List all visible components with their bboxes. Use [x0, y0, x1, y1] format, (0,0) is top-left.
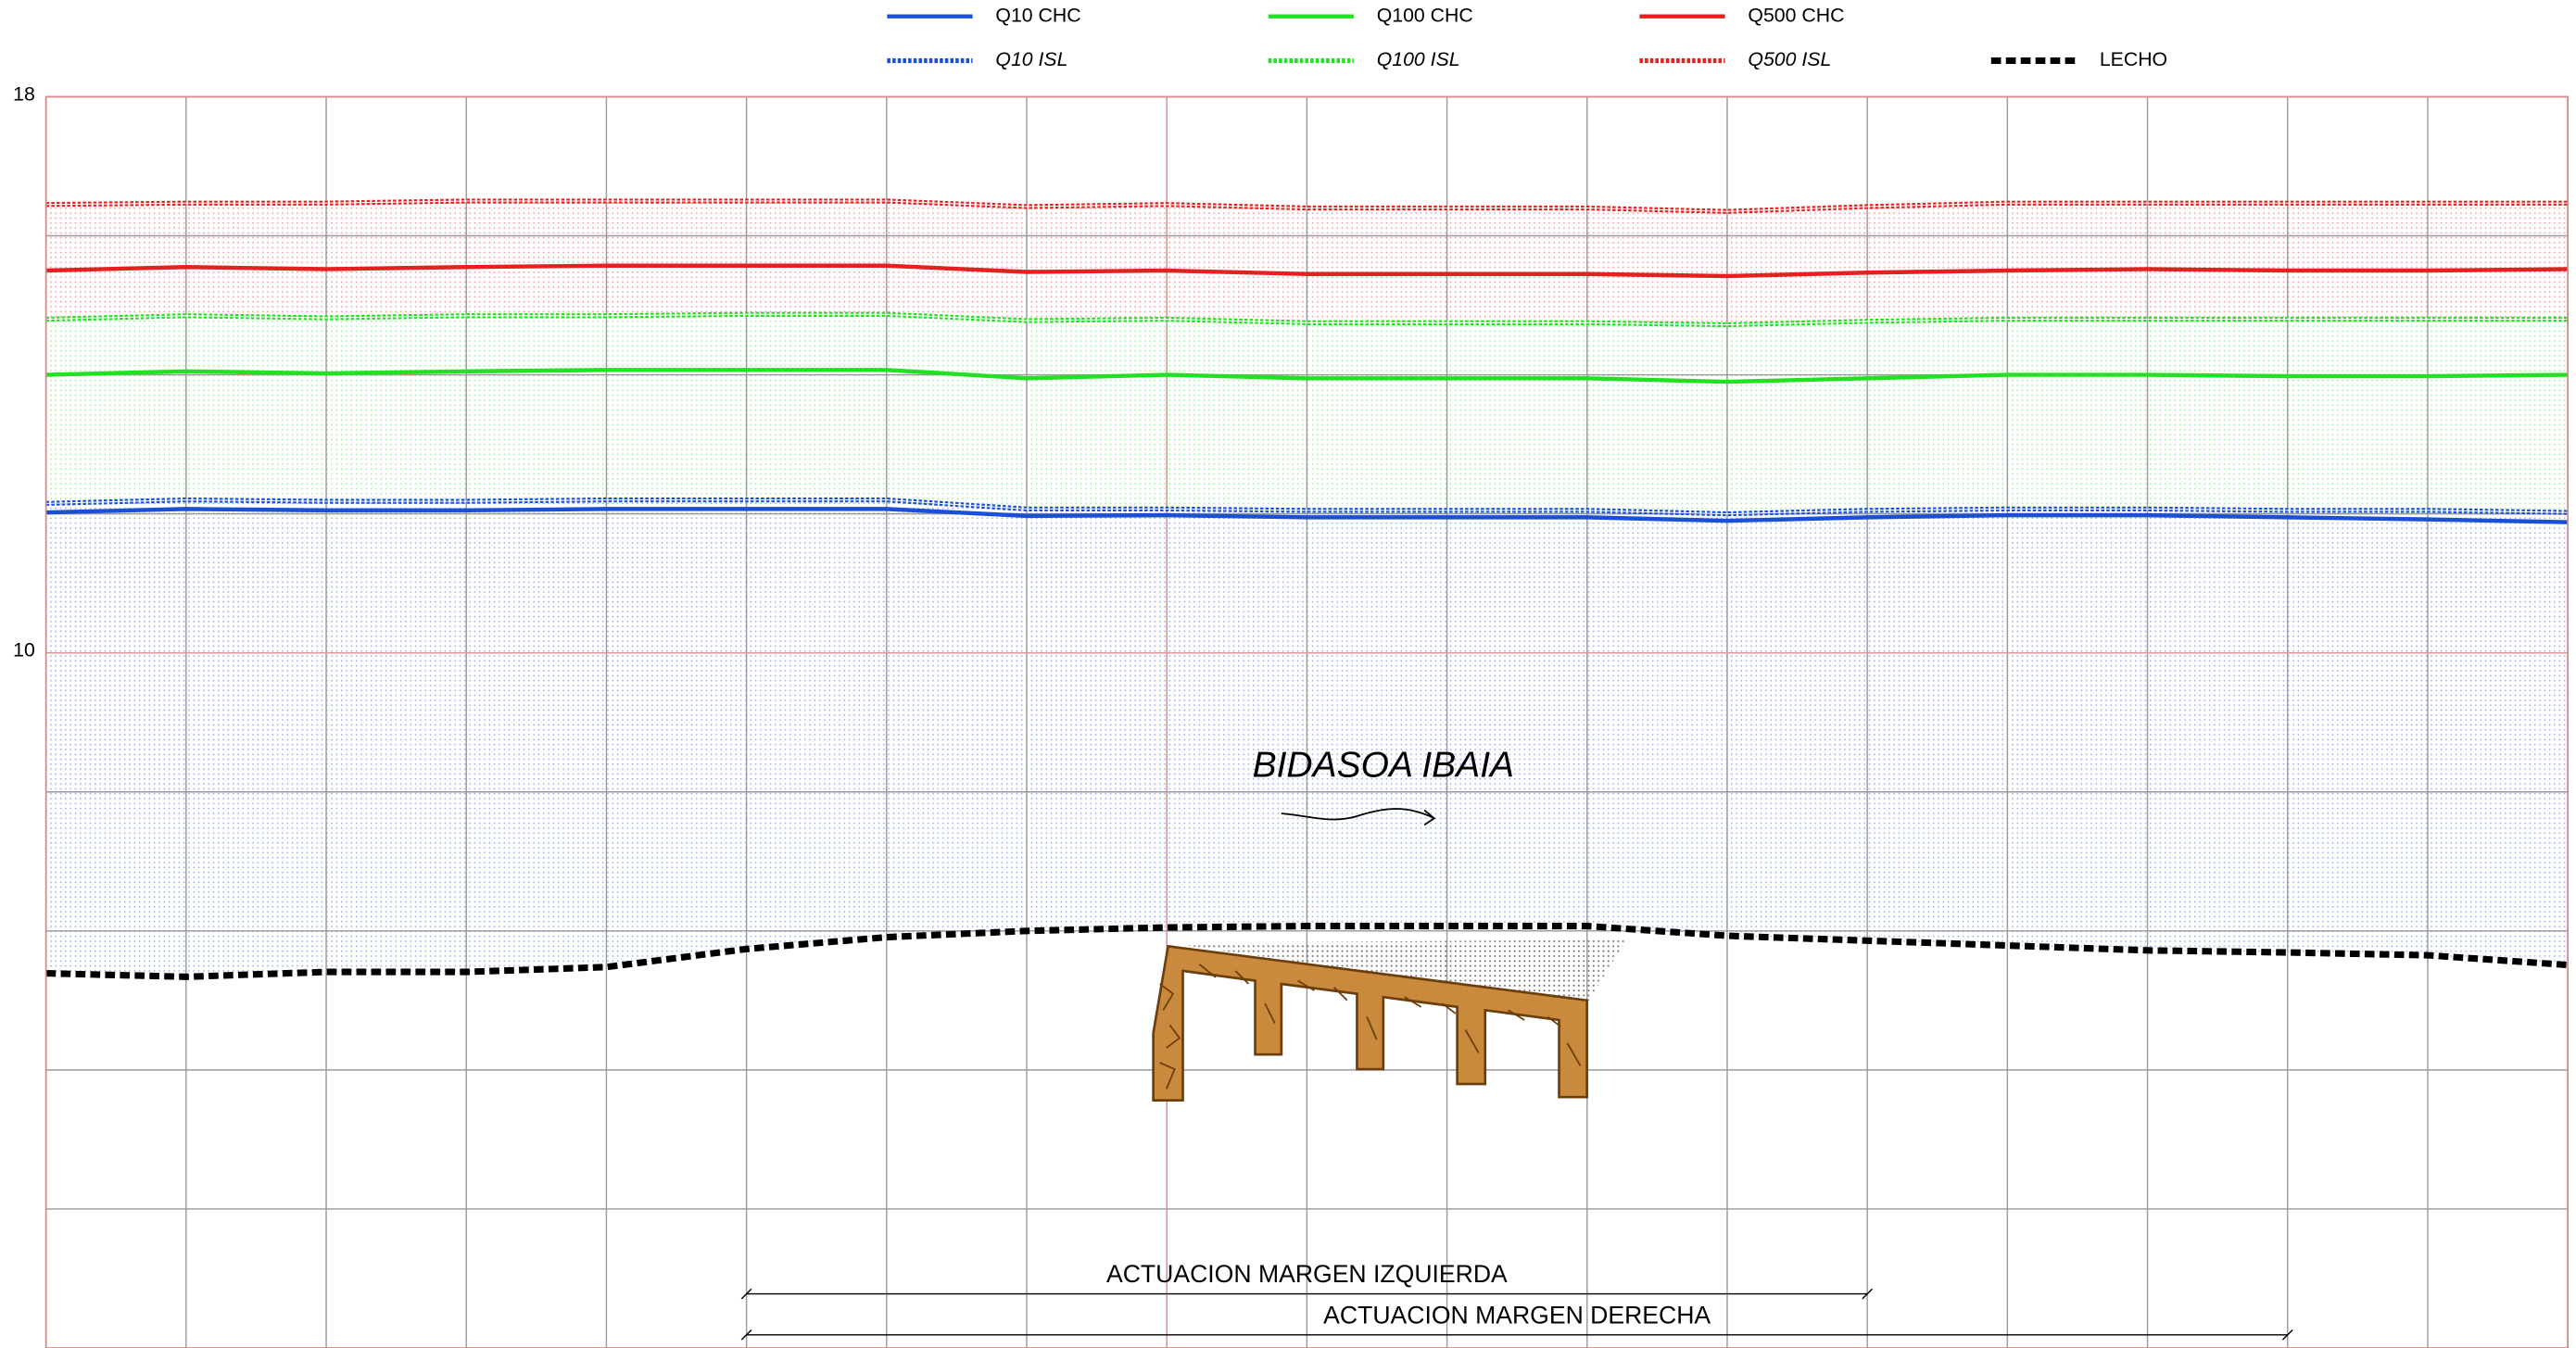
legend-label: Q100 ISL	[1377, 48, 1460, 70]
legend-label: Q500 CHC	[1748, 4, 1844, 26]
gabion-texture	[1159, 964, 1582, 1090]
legend-label: Q500 ISL	[1748, 48, 1831, 70]
dimension-tick	[1862, 1288, 1873, 1300]
series-line	[45, 263, 2569, 279]
series-line-core	[45, 499, 2569, 515]
series-line	[45, 507, 2569, 524]
legend: Q10 CHC Q100 CHC Q500 CHC Q10 ISL Q100 ISL Q5…	[887, 4, 2167, 70]
legend-label: Q10 ISL	[995, 48, 1067, 70]
series-line-core	[45, 200, 2569, 212]
annotation: ACTUACION MARGEN IZQUIERDA	[1106, 1260, 1508, 1288]
gabion-wall	[1152, 939, 1627, 1102]
legend-label: Q100 CHC	[1377, 4, 1473, 26]
series-line	[45, 368, 2569, 384]
series-line-core	[45, 313, 2569, 326]
plot-frame	[44, 95, 2570, 1348]
dimension-tick	[740, 1288, 752, 1300]
dimension-tick	[740, 1329, 752, 1341]
y-tick-label: 10	[13, 639, 35, 661]
sediment	[1168, 939, 1627, 1004]
dimension-tick	[2281, 1329, 2293, 1341]
legend-label: LECHO	[2100, 48, 2167, 70]
chart-title: BIDASOA IBAIA	[1253, 746, 1514, 786]
annotation: ACTUACION MARGEN DERECHA	[1323, 1301, 1711, 1329]
series-line	[45, 923, 2569, 980]
y-tick-label: 18	[13, 82, 35, 105]
lines	[45, 198, 2569, 980]
legend-label: Q10 CHC	[995, 4, 1080, 26]
flow-arrow	[1281, 808, 1436, 826]
